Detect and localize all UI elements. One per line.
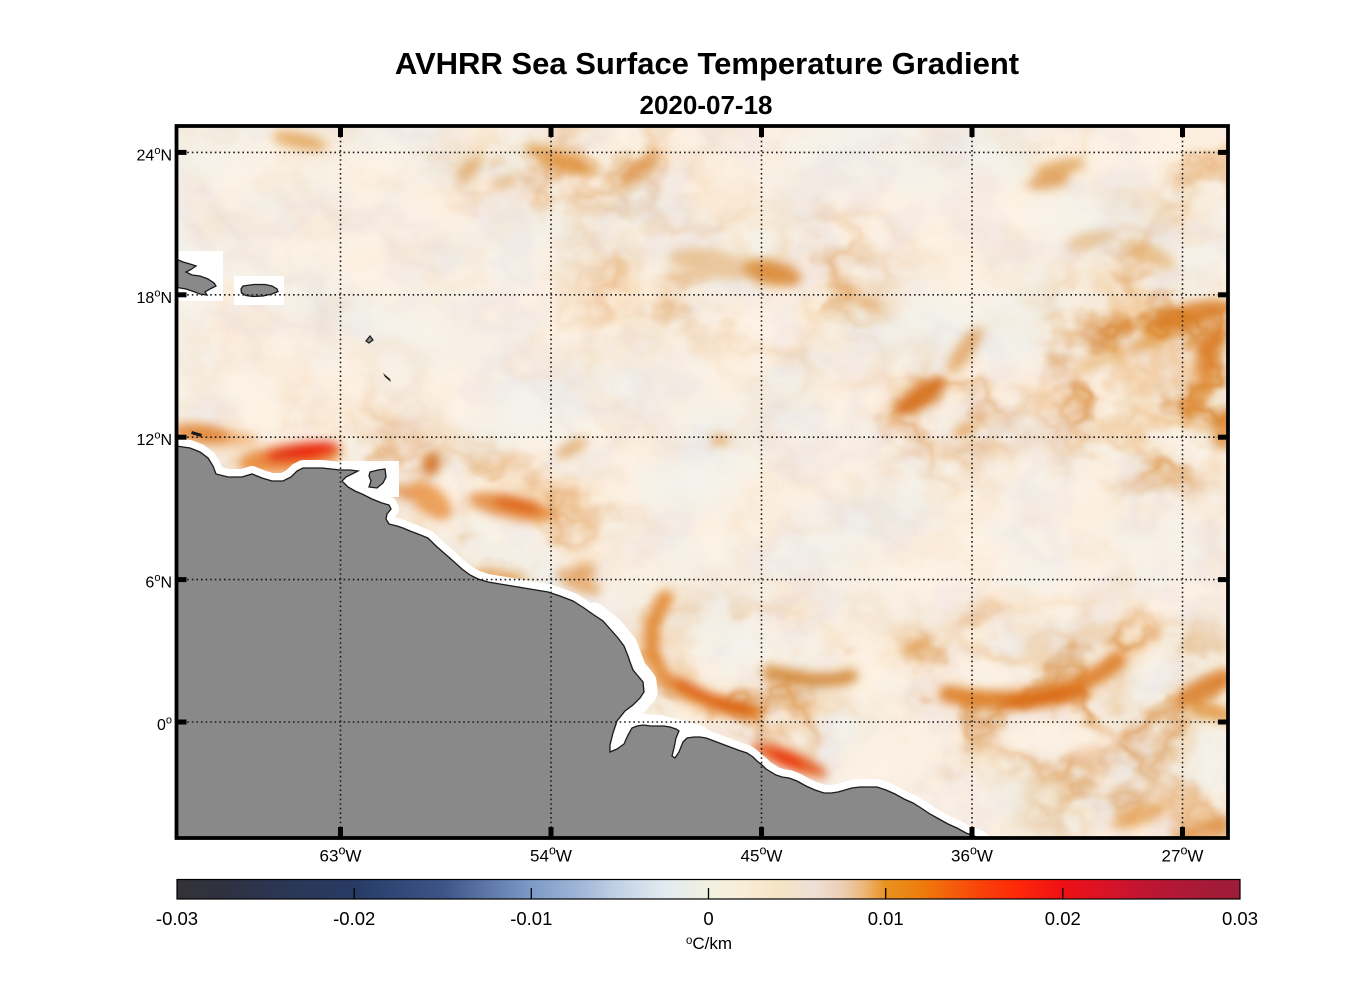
svg-text:-0.02: -0.02 <box>333 908 375 929</box>
svg-text:-0.03: -0.03 <box>156 908 198 929</box>
svg-text:oC/km: oC/km <box>686 934 732 953</box>
svg-text:54oW: 54oW <box>530 844 572 866</box>
svg-text:24oN: 24oN <box>137 145 172 165</box>
svg-text:18oN: 18oN <box>137 287 172 307</box>
svg-text:6oN: 6oN <box>145 572 172 592</box>
svg-text:0.03: 0.03 <box>1222 908 1258 929</box>
svg-text:0: 0 <box>703 908 713 929</box>
svg-text:0o: 0o <box>157 715 172 735</box>
svg-text:36oW: 36oW <box>951 844 993 866</box>
svg-text:27oW: 27oW <box>1162 844 1204 866</box>
svg-text:AVHRR Sea Surface Temperature: AVHRR Sea Surface Temperature Gradient <box>395 46 1019 81</box>
svg-text:12oN: 12oN <box>137 430 172 450</box>
svg-text:0.02: 0.02 <box>1045 908 1081 929</box>
svg-text:0.01: 0.01 <box>868 908 904 929</box>
svg-text:63oW: 63oW <box>320 844 362 866</box>
svg-text:45oW: 45oW <box>741 844 783 866</box>
svg-text:2020-07-18: 2020-07-18 <box>640 90 773 120</box>
svg-text:-0.01: -0.01 <box>510 908 552 929</box>
